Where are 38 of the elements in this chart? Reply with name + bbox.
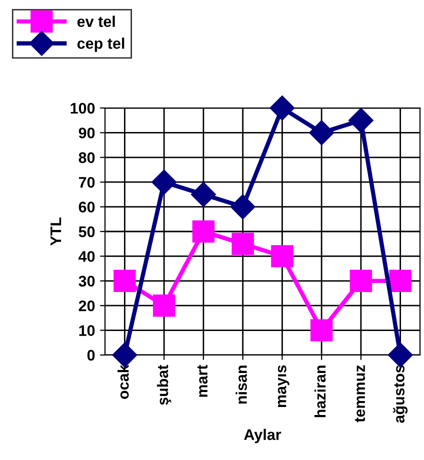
point (152, 294, 176, 317)
point (190, 182, 216, 207)
y-tick-label: 0 (87, 350, 95, 361)
x-tick-label: ağustos (393, 365, 408, 423)
point (114, 270, 136, 292)
point (152, 170, 177, 195)
y-tick-label: 30 (78, 276, 95, 287)
point (388, 342, 413, 368)
y-tick-label: 100 (70, 102, 95, 114)
legend-label: cep tel (77, 38, 124, 52)
point (192, 220, 215, 243)
x-tick-label: haziran (314, 366, 326, 418)
x-axis-title: Aylar (244, 428, 282, 444)
y-axis-title: YTL (50, 218, 62, 246)
point (389, 270, 412, 292)
x-tick-label: şubat (156, 364, 172, 405)
point (348, 108, 374, 133)
y-tick-label: 40 (78, 251, 95, 262)
point (232, 232, 254, 255)
y-tick-label: 50 (78, 226, 95, 238)
x-tick-label: nisan (236, 366, 247, 404)
point (270, 96, 295, 120)
point (350, 270, 372, 292)
x-tick-label: mayıs (278, 365, 290, 408)
point (309, 120, 334, 146)
y-tick-label: 60 (78, 202, 95, 212)
y-tick-label: 20 (78, 300, 95, 312)
point (310, 319, 333, 342)
x-tick-label: temmuz (354, 365, 366, 422)
legend-label: ev tel (77, 16, 115, 27)
y-tick-label: 10 (79, 325, 95, 336)
x-tick-label: ocak (118, 364, 129, 399)
x-tick-label: mart (197, 364, 208, 397)
y-tick-label: 70 (78, 176, 95, 188)
point (271, 245, 294, 268)
y-tick-label: 80 (78, 152, 95, 164)
point (230, 194, 256, 220)
y-tick-label: 90 (78, 128, 95, 138)
